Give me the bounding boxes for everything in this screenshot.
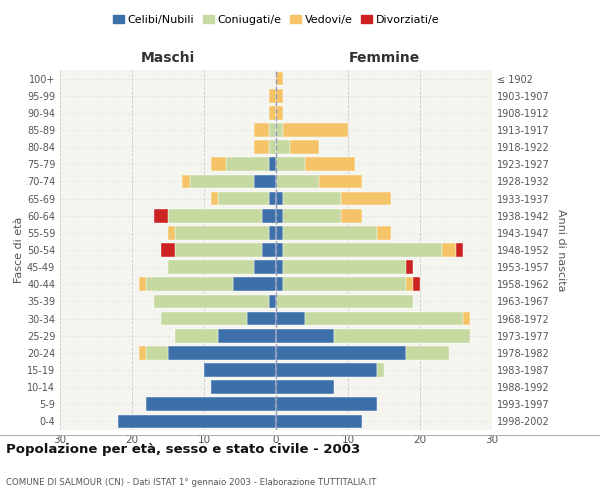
- Bar: [276, 209, 283, 222]
- Bar: [139, 278, 146, 291]
- Bar: [233, 278, 276, 291]
- Text: Popolazione per età, sesso e stato civile - 2003: Popolazione per età, sesso e stato civil…: [6, 442, 360, 456]
- Bar: [182, 174, 190, 188]
- Bar: [276, 398, 377, 411]
- Bar: [269, 123, 276, 137]
- Bar: [276, 140, 290, 154]
- Bar: [276, 329, 334, 342]
- Bar: [211, 158, 226, 171]
- Bar: [276, 380, 334, 394]
- Bar: [226, 158, 269, 171]
- Bar: [168, 346, 276, 360]
- Bar: [276, 192, 283, 205]
- Bar: [262, 209, 276, 222]
- Bar: [276, 278, 283, 291]
- Bar: [175, 226, 269, 239]
- Bar: [247, 312, 276, 326]
- Bar: [406, 346, 449, 360]
- Bar: [118, 414, 276, 428]
- Bar: [254, 123, 269, 137]
- Bar: [283, 260, 406, 274]
- Bar: [218, 192, 269, 205]
- Bar: [276, 363, 377, 377]
- Bar: [276, 243, 283, 257]
- Bar: [377, 226, 391, 239]
- Bar: [283, 243, 442, 257]
- Bar: [146, 278, 233, 291]
- Bar: [334, 329, 470, 342]
- Bar: [406, 260, 413, 274]
- Bar: [146, 346, 168, 360]
- Bar: [168, 260, 254, 274]
- Text: Femmine: Femmine: [349, 51, 419, 65]
- Bar: [211, 380, 276, 394]
- Bar: [269, 89, 276, 102]
- Bar: [341, 209, 362, 222]
- Bar: [276, 123, 283, 137]
- Y-axis label: Anni di nascita: Anni di nascita: [556, 209, 566, 291]
- Bar: [413, 278, 420, 291]
- Bar: [269, 226, 276, 239]
- Bar: [168, 209, 262, 222]
- Bar: [269, 106, 276, 120]
- Bar: [276, 346, 406, 360]
- Bar: [154, 209, 168, 222]
- Bar: [269, 140, 276, 154]
- Y-axis label: Fasce di età: Fasce di età: [14, 217, 24, 283]
- Bar: [283, 123, 348, 137]
- Bar: [276, 294, 413, 308]
- Bar: [276, 106, 283, 120]
- Bar: [276, 72, 283, 86]
- Bar: [305, 312, 463, 326]
- Bar: [254, 140, 269, 154]
- Bar: [290, 140, 319, 154]
- Bar: [168, 226, 175, 239]
- Bar: [377, 363, 384, 377]
- Bar: [161, 243, 175, 257]
- Bar: [341, 192, 391, 205]
- Bar: [276, 260, 283, 274]
- Bar: [190, 174, 254, 188]
- Bar: [276, 226, 283, 239]
- Bar: [276, 89, 283, 102]
- Bar: [254, 260, 276, 274]
- Bar: [406, 278, 413, 291]
- Bar: [269, 294, 276, 308]
- Text: COMUNE DI SALMOUR (CN) - Dati ISTAT 1° gennaio 2003 - Elaborazione TUTTITALIA.IT: COMUNE DI SALMOUR (CN) - Dati ISTAT 1° g…: [6, 478, 376, 487]
- Bar: [276, 174, 319, 188]
- Bar: [442, 243, 456, 257]
- Bar: [139, 346, 146, 360]
- Bar: [283, 278, 406, 291]
- Bar: [305, 158, 355, 171]
- Bar: [262, 243, 276, 257]
- Bar: [269, 158, 276, 171]
- Bar: [175, 243, 262, 257]
- Bar: [218, 329, 276, 342]
- Bar: [269, 192, 276, 205]
- Bar: [175, 329, 218, 342]
- Bar: [463, 312, 470, 326]
- Bar: [154, 294, 269, 308]
- Bar: [254, 174, 276, 188]
- Bar: [283, 226, 377, 239]
- Bar: [276, 158, 305, 171]
- Legend: Celibi/Nubili, Coniugati/e, Vedovi/e, Divorziati/e: Celibi/Nubili, Coniugati/e, Vedovi/e, Di…: [108, 10, 444, 29]
- Bar: [211, 192, 218, 205]
- Bar: [161, 312, 247, 326]
- Text: Maschi: Maschi: [141, 51, 195, 65]
- Bar: [276, 414, 362, 428]
- Bar: [456, 243, 463, 257]
- Bar: [283, 209, 341, 222]
- Bar: [204, 363, 276, 377]
- Bar: [146, 398, 276, 411]
- Bar: [283, 192, 341, 205]
- Bar: [276, 312, 305, 326]
- Bar: [319, 174, 362, 188]
